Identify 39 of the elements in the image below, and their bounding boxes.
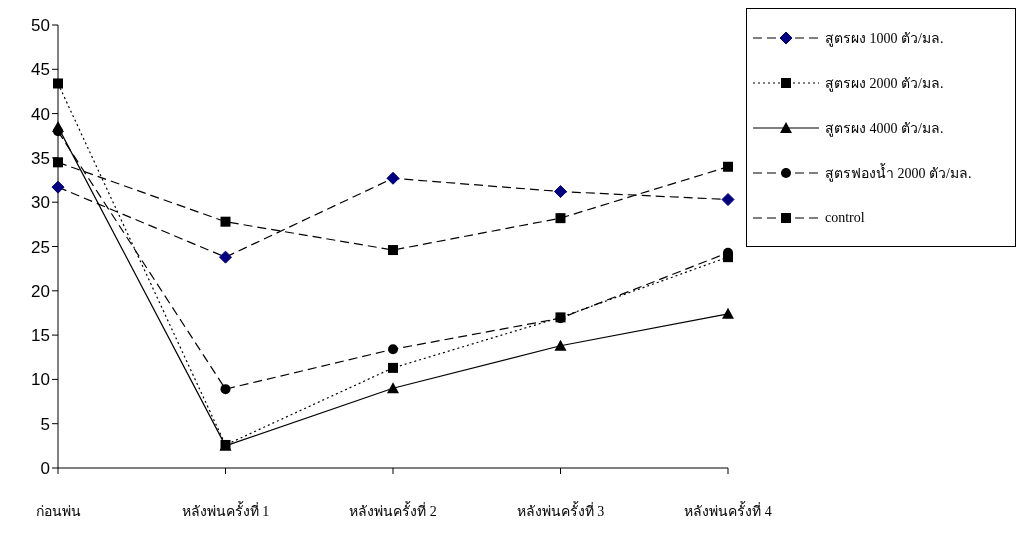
y-tick-label: 5 xyxy=(40,414,50,434)
point xyxy=(51,180,65,194)
legend-label: สูตรผง 1000 ตัว/มล. xyxy=(825,29,944,49)
x-tick-label: หลังพ่นครั้งที่ 3 xyxy=(516,500,605,519)
point xyxy=(387,382,399,394)
point xyxy=(388,245,398,256)
point xyxy=(220,384,231,395)
point xyxy=(53,126,63,137)
point xyxy=(388,362,398,373)
y-tick-label: 10 xyxy=(31,370,50,390)
point xyxy=(723,161,733,172)
point xyxy=(555,213,566,224)
x-tick-label: ก่อนพ่น xyxy=(35,503,81,519)
point xyxy=(388,344,398,355)
y-tick-label: 15 xyxy=(31,326,50,346)
point xyxy=(53,157,63,168)
point xyxy=(722,307,734,319)
legend-label: สูตรฟองน้ำ 2000 ตัว/มล. xyxy=(825,162,972,184)
legend-label: control xyxy=(825,209,865,226)
x-tick-label: หลังพ่นครั้งที่ 4 xyxy=(684,500,772,519)
y-tick-label: 45 xyxy=(31,60,50,80)
y-tick-label: 20 xyxy=(31,281,50,301)
y-tick-label: 25 xyxy=(31,237,50,257)
point xyxy=(554,339,567,351)
point xyxy=(721,193,735,207)
point xyxy=(554,185,567,199)
point xyxy=(386,171,400,185)
x-tick-label: หลังพ่นครั้งที่ 2 xyxy=(349,500,437,519)
x-tick-label: หลังพ่นครั้งที่ 1 xyxy=(181,500,270,519)
y-tick-label: 35 xyxy=(31,148,50,168)
y-tick-label: 30 xyxy=(31,193,50,213)
y-tick-label: 40 xyxy=(31,104,50,124)
legend-label: สูตรผง 2000 ตัว/มล. xyxy=(825,74,944,94)
y-tick-label: 0 xyxy=(40,459,50,479)
point xyxy=(219,250,232,264)
legend-label: สูตรผง 4000 ตัว/มล. xyxy=(825,119,944,139)
point xyxy=(53,78,63,89)
y-tick-label: 50 xyxy=(31,16,50,36)
point xyxy=(220,216,231,227)
